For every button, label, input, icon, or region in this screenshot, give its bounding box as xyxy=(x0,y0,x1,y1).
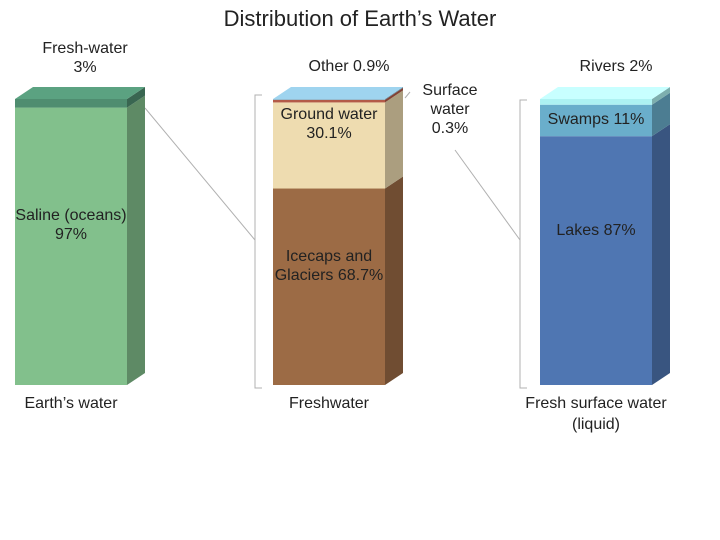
segment-label: Rivers 2% xyxy=(540,57,692,76)
segment-label: Swamps 11% xyxy=(540,110,652,129)
series-name: Fresh-water xyxy=(42,40,128,57)
segment-label: Fresh-water 3% xyxy=(35,39,135,77)
segment-side xyxy=(385,87,403,103)
connector xyxy=(144,107,256,241)
segment-label: Saline (oceans) 97% xyxy=(15,206,127,244)
value-label: 3% xyxy=(73,59,97,76)
series-name: Rivers xyxy=(579,58,625,75)
value-label: 68.7% xyxy=(337,266,384,284)
value-label: 87% xyxy=(603,221,636,239)
column-label: Freshwater xyxy=(288,395,370,412)
value-label: 30.1% xyxy=(306,125,352,143)
segment-label: Icecaps and Glaciers 68.7% xyxy=(273,247,385,285)
segment-side xyxy=(652,124,670,386)
series-name: Surface water xyxy=(422,82,478,118)
series-name: Ground water xyxy=(280,106,378,124)
segment-label: Lakes 87% xyxy=(540,221,652,240)
series-name: Other xyxy=(308,58,349,75)
segment xyxy=(540,104,652,137)
value-label: 0.9% xyxy=(353,58,390,75)
segment-top xyxy=(540,87,670,99)
segment-label: Ground water 30.1% xyxy=(273,105,385,143)
chart-title: Distribution of Earth’s Water xyxy=(223,6,497,31)
segment xyxy=(15,99,127,108)
segment-top xyxy=(15,87,145,99)
series-name: Swamps xyxy=(547,111,610,129)
segment-side xyxy=(652,92,670,137)
column-label: Earth’s water xyxy=(24,395,118,412)
segment xyxy=(15,107,127,385)
segment-side xyxy=(385,87,403,100)
value-label: 97% xyxy=(54,226,88,244)
bracket xyxy=(519,99,527,389)
segment-side xyxy=(127,95,145,385)
segment xyxy=(273,99,385,103)
connector xyxy=(404,91,411,99)
segment xyxy=(540,99,652,105)
value-label: 11% xyxy=(613,111,645,129)
segment xyxy=(273,99,385,100)
series-name: Lakes xyxy=(556,221,600,239)
segment xyxy=(273,102,385,189)
segment-side xyxy=(385,90,403,189)
value-label: 2% xyxy=(629,58,653,75)
segment xyxy=(540,136,652,385)
bracket xyxy=(254,94,262,389)
segment-top xyxy=(273,87,403,99)
column-label: Fresh surface water (liquid) xyxy=(525,395,667,433)
series-name: Icecaps and Glaciers xyxy=(274,247,373,284)
segment-side xyxy=(127,87,145,108)
segment-side xyxy=(385,176,403,385)
segment-label: Surface water 0.3% xyxy=(410,81,490,138)
segment xyxy=(273,188,385,385)
segment-label: Other 0.9% xyxy=(273,57,425,76)
connector xyxy=(454,149,521,241)
value-label: 0.3% xyxy=(431,120,469,137)
series-name: Saline (oceans) xyxy=(15,207,127,225)
segment-side xyxy=(652,87,670,105)
